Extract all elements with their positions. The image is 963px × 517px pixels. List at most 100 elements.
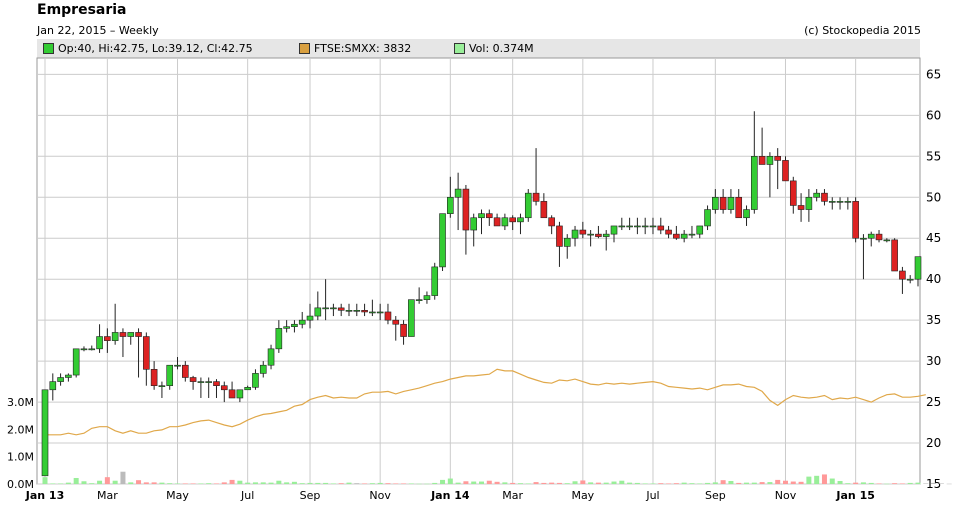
candle-body <box>743 209 750 219</box>
candle-body <box>914 256 922 280</box>
volume-bar <box>611 481 617 484</box>
volume-bar <box>81 481 87 484</box>
candle-body <box>501 217 509 227</box>
candle-body <box>353 310 361 312</box>
volume-bar <box>946 483 952 485</box>
candle-body <box>259 364 267 374</box>
candle-body <box>283 326 290 329</box>
candle-body <box>166 364 174 386</box>
candle-body <box>111 332 119 341</box>
volume-bar <box>120 471 126 484</box>
candle-body <box>267 348 275 366</box>
volume-bar <box>245 482 251 484</box>
volume-bar <box>206 483 212 484</box>
volume-bar <box>455 482 461 484</box>
candle-body <box>532 192 540 202</box>
volume-bar <box>829 478 835 484</box>
volume-tick-label: 0.0M <box>7 478 34 491</box>
candle-body <box>65 374 72 378</box>
candle-body <box>182 364 189 378</box>
volume-bar <box>666 483 672 484</box>
volume-bar <box>517 483 523 484</box>
candle-body <box>696 225 704 235</box>
candle-body <box>836 201 844 203</box>
candle-body <box>517 217 524 223</box>
volume-bar <box>549 482 555 484</box>
volume-bar <box>182 483 188 484</box>
candle-body <box>228 389 236 399</box>
volume-bar <box>151 482 157 484</box>
candle-body <box>602 233 610 237</box>
volume-bar <box>782 480 788 484</box>
volume-bar <box>510 482 516 484</box>
candle-body <box>80 348 88 351</box>
x-tick-label: Nov <box>369 489 391 502</box>
candle-body <box>641 225 649 228</box>
legend-label-volume: Vol: 0.374M <box>469 42 534 55</box>
volume-bar <box>385 483 391 484</box>
candle-body <box>891 239 898 272</box>
price-tick-label: 30 <box>926 354 941 368</box>
candle-body <box>665 229 672 235</box>
candle-body <box>41 389 49 477</box>
price-tick-label: 40 <box>926 272 941 286</box>
volume-bar <box>892 483 898 484</box>
legend-swatch-ftse <box>299 43 310 54</box>
candle-body <box>899 270 906 280</box>
candle-body <box>439 213 446 268</box>
volume-bar <box>268 482 274 484</box>
volume-bar <box>751 482 757 484</box>
copyright-notice: (c) Stockopedia 2015 <box>804 24 921 37</box>
volume-bar <box>354 483 360 484</box>
volume-bar <box>377 482 383 484</box>
candle-body <box>579 229 587 235</box>
candle-body <box>135 332 142 337</box>
candle-body <box>330 307 337 310</box>
volume-bar <box>338 483 344 484</box>
volume-bar <box>525 483 531 484</box>
volume-bar <box>580 480 586 484</box>
x-tick-label: May <box>166 489 189 502</box>
candle-body <box>704 209 711 227</box>
candle-body <box>384 311 392 321</box>
candle-body <box>150 369 158 386</box>
volume-bar <box>260 482 266 484</box>
x-tick-label: May <box>571 489 594 502</box>
candle-body <box>610 225 618 235</box>
x-tick-label: Mar <box>502 489 523 502</box>
candle-body <box>556 225 563 247</box>
volume-bar <box>798 481 804 484</box>
candle-body <box>805 196 813 210</box>
candle-body <box>392 319 400 325</box>
chart-subtitle: Jan 22, 2015 – Weekly <box>37 24 159 37</box>
volume-bar <box>252 482 258 484</box>
candle-body <box>143 336 150 370</box>
x-tick-label: Jan 15 <box>835 489 874 502</box>
volume-bar <box>915 482 921 484</box>
legend-item-price: Op:40, Hi:42.75, Lo:39.12, Cl:42.75 <box>43 42 253 55</box>
x-tick-label: Mar <box>97 489 118 502</box>
x-tick-label: Jan 14 <box>430 489 470 502</box>
legend-swatch-price <box>43 43 54 54</box>
candle-body <box>634 225 641 228</box>
candle-body <box>236 389 244 399</box>
volume-bar <box>720 480 726 484</box>
volume-bar <box>806 476 812 484</box>
volume-bar <box>658 483 664 484</box>
legend-label-ftse: FTSE:SMXX: 3832 <box>314 42 412 55</box>
candle-body <box>49 381 57 391</box>
legend-item-volume: Vol: 0.374M <box>454 42 534 55</box>
x-tick-label: Sep <box>300 489 321 502</box>
candle-body <box>72 348 80 376</box>
candle-body <box>821 192 828 202</box>
price-tick-label: 50 <box>926 190 941 204</box>
candle-body <box>127 332 135 337</box>
price-tick-label: 65 <box>926 67 941 81</box>
candle-body <box>673 233 680 239</box>
candle-body <box>860 237 867 240</box>
price-tick-label: 55 <box>926 149 941 163</box>
candle-body <box>88 348 96 351</box>
candle-body <box>197 381 205 383</box>
candle-body <box>712 196 719 210</box>
volume-bar <box>775 479 781 484</box>
